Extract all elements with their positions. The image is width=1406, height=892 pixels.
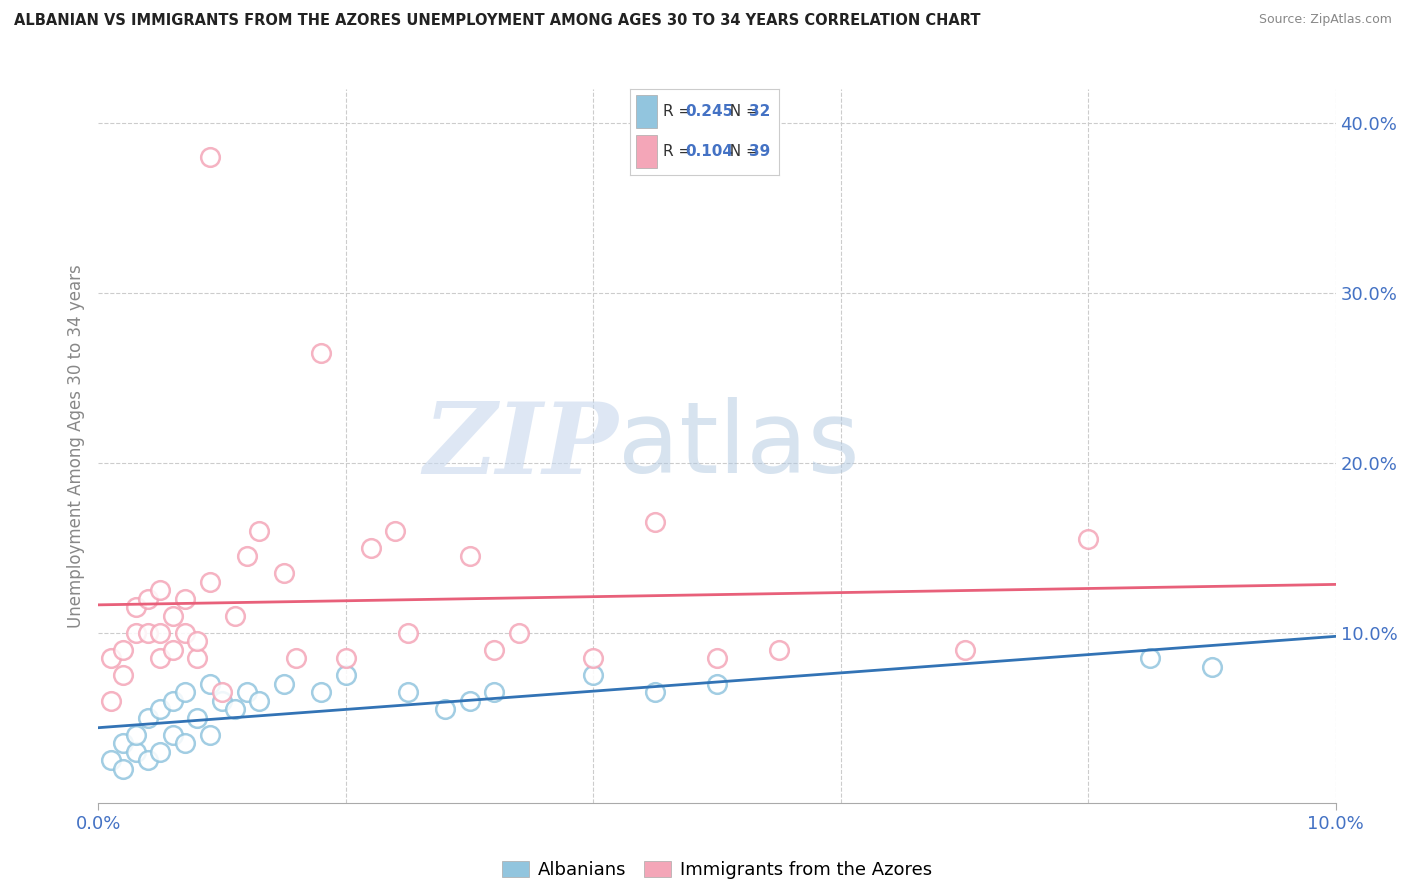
Point: [162, 608, 184, 623]
Text: atlas: atlas: [619, 398, 859, 494]
Point: [953, 643, 976, 657]
Point: [273, 677, 295, 691]
Point: [309, 685, 332, 699]
Text: 39: 39: [749, 145, 770, 159]
Text: N =: N =: [720, 104, 763, 119]
Point: [582, 651, 605, 665]
Point: [644, 685, 666, 699]
Point: [1139, 651, 1161, 665]
Point: [211, 685, 233, 699]
Text: ALBANIAN VS IMMIGRANTS FROM THE AZORES UNEMPLOYMENT AMONG AGES 30 TO 34 YEARS CO: ALBANIAN VS IMMIGRANTS FROM THE AZORES U…: [14, 13, 980, 29]
Point: [273, 566, 295, 581]
Point: [149, 583, 172, 598]
Point: [186, 634, 208, 648]
Y-axis label: Unemployment Among Ages 30 to 34 years: Unemployment Among Ages 30 to 34 years: [66, 264, 84, 628]
Point: [162, 728, 184, 742]
Point: [162, 643, 184, 657]
Point: [484, 643, 506, 657]
Point: [706, 677, 728, 691]
Point: [124, 728, 146, 742]
Point: [335, 651, 357, 665]
Point: [433, 702, 456, 716]
Point: [162, 694, 184, 708]
Point: [582, 668, 605, 682]
Point: [396, 626, 419, 640]
Point: [211, 694, 233, 708]
Point: [768, 643, 790, 657]
Point: [247, 524, 270, 538]
Point: [100, 694, 122, 708]
Text: R =: R =: [664, 104, 696, 119]
Point: [186, 711, 208, 725]
Point: [1077, 533, 1099, 547]
Text: 0.245: 0.245: [685, 104, 734, 119]
Point: [309, 345, 332, 359]
Point: [112, 668, 135, 682]
Point: [198, 728, 221, 742]
Point: [247, 694, 270, 708]
Point: [124, 745, 146, 759]
Point: [136, 626, 159, 640]
Point: [1201, 660, 1223, 674]
Point: [186, 651, 208, 665]
Point: [174, 736, 197, 750]
Point: [396, 685, 419, 699]
Point: [112, 736, 135, 750]
Point: [236, 685, 259, 699]
Text: 32: 32: [749, 104, 770, 119]
Text: Source: ZipAtlas.com: Source: ZipAtlas.com: [1258, 13, 1392, 27]
Text: N =: N =: [720, 145, 763, 159]
Point: [174, 626, 197, 640]
Text: 0.104: 0.104: [685, 145, 734, 159]
Point: [124, 600, 146, 615]
Point: [458, 549, 481, 564]
Bar: [637, 95, 657, 128]
Point: [112, 762, 135, 776]
Point: [149, 651, 172, 665]
Point: [136, 753, 159, 767]
Text: R =: R =: [664, 145, 696, 159]
Point: [360, 541, 382, 555]
Bar: [637, 136, 657, 168]
Point: [384, 524, 406, 538]
Point: [484, 685, 506, 699]
Point: [644, 516, 666, 530]
Point: [174, 685, 197, 699]
Point: [149, 702, 172, 716]
Point: [100, 651, 122, 665]
Point: [136, 591, 159, 606]
Point: [149, 626, 172, 640]
Point: [136, 711, 159, 725]
Point: [149, 745, 172, 759]
Point: [458, 694, 481, 708]
Point: [198, 677, 221, 691]
Point: [124, 626, 146, 640]
Point: [335, 668, 357, 682]
Point: [112, 643, 135, 657]
Point: [508, 626, 530, 640]
Legend: Albanians, Immigrants from the Azores: Albanians, Immigrants from the Azores: [495, 854, 939, 887]
Point: [285, 651, 308, 665]
Point: [174, 591, 197, 606]
Point: [706, 651, 728, 665]
Point: [198, 574, 221, 589]
Point: [224, 608, 246, 623]
Text: ZIP: ZIP: [423, 398, 619, 494]
Point: [236, 549, 259, 564]
Point: [224, 702, 246, 716]
Point: [198, 150, 221, 164]
Point: [100, 753, 122, 767]
